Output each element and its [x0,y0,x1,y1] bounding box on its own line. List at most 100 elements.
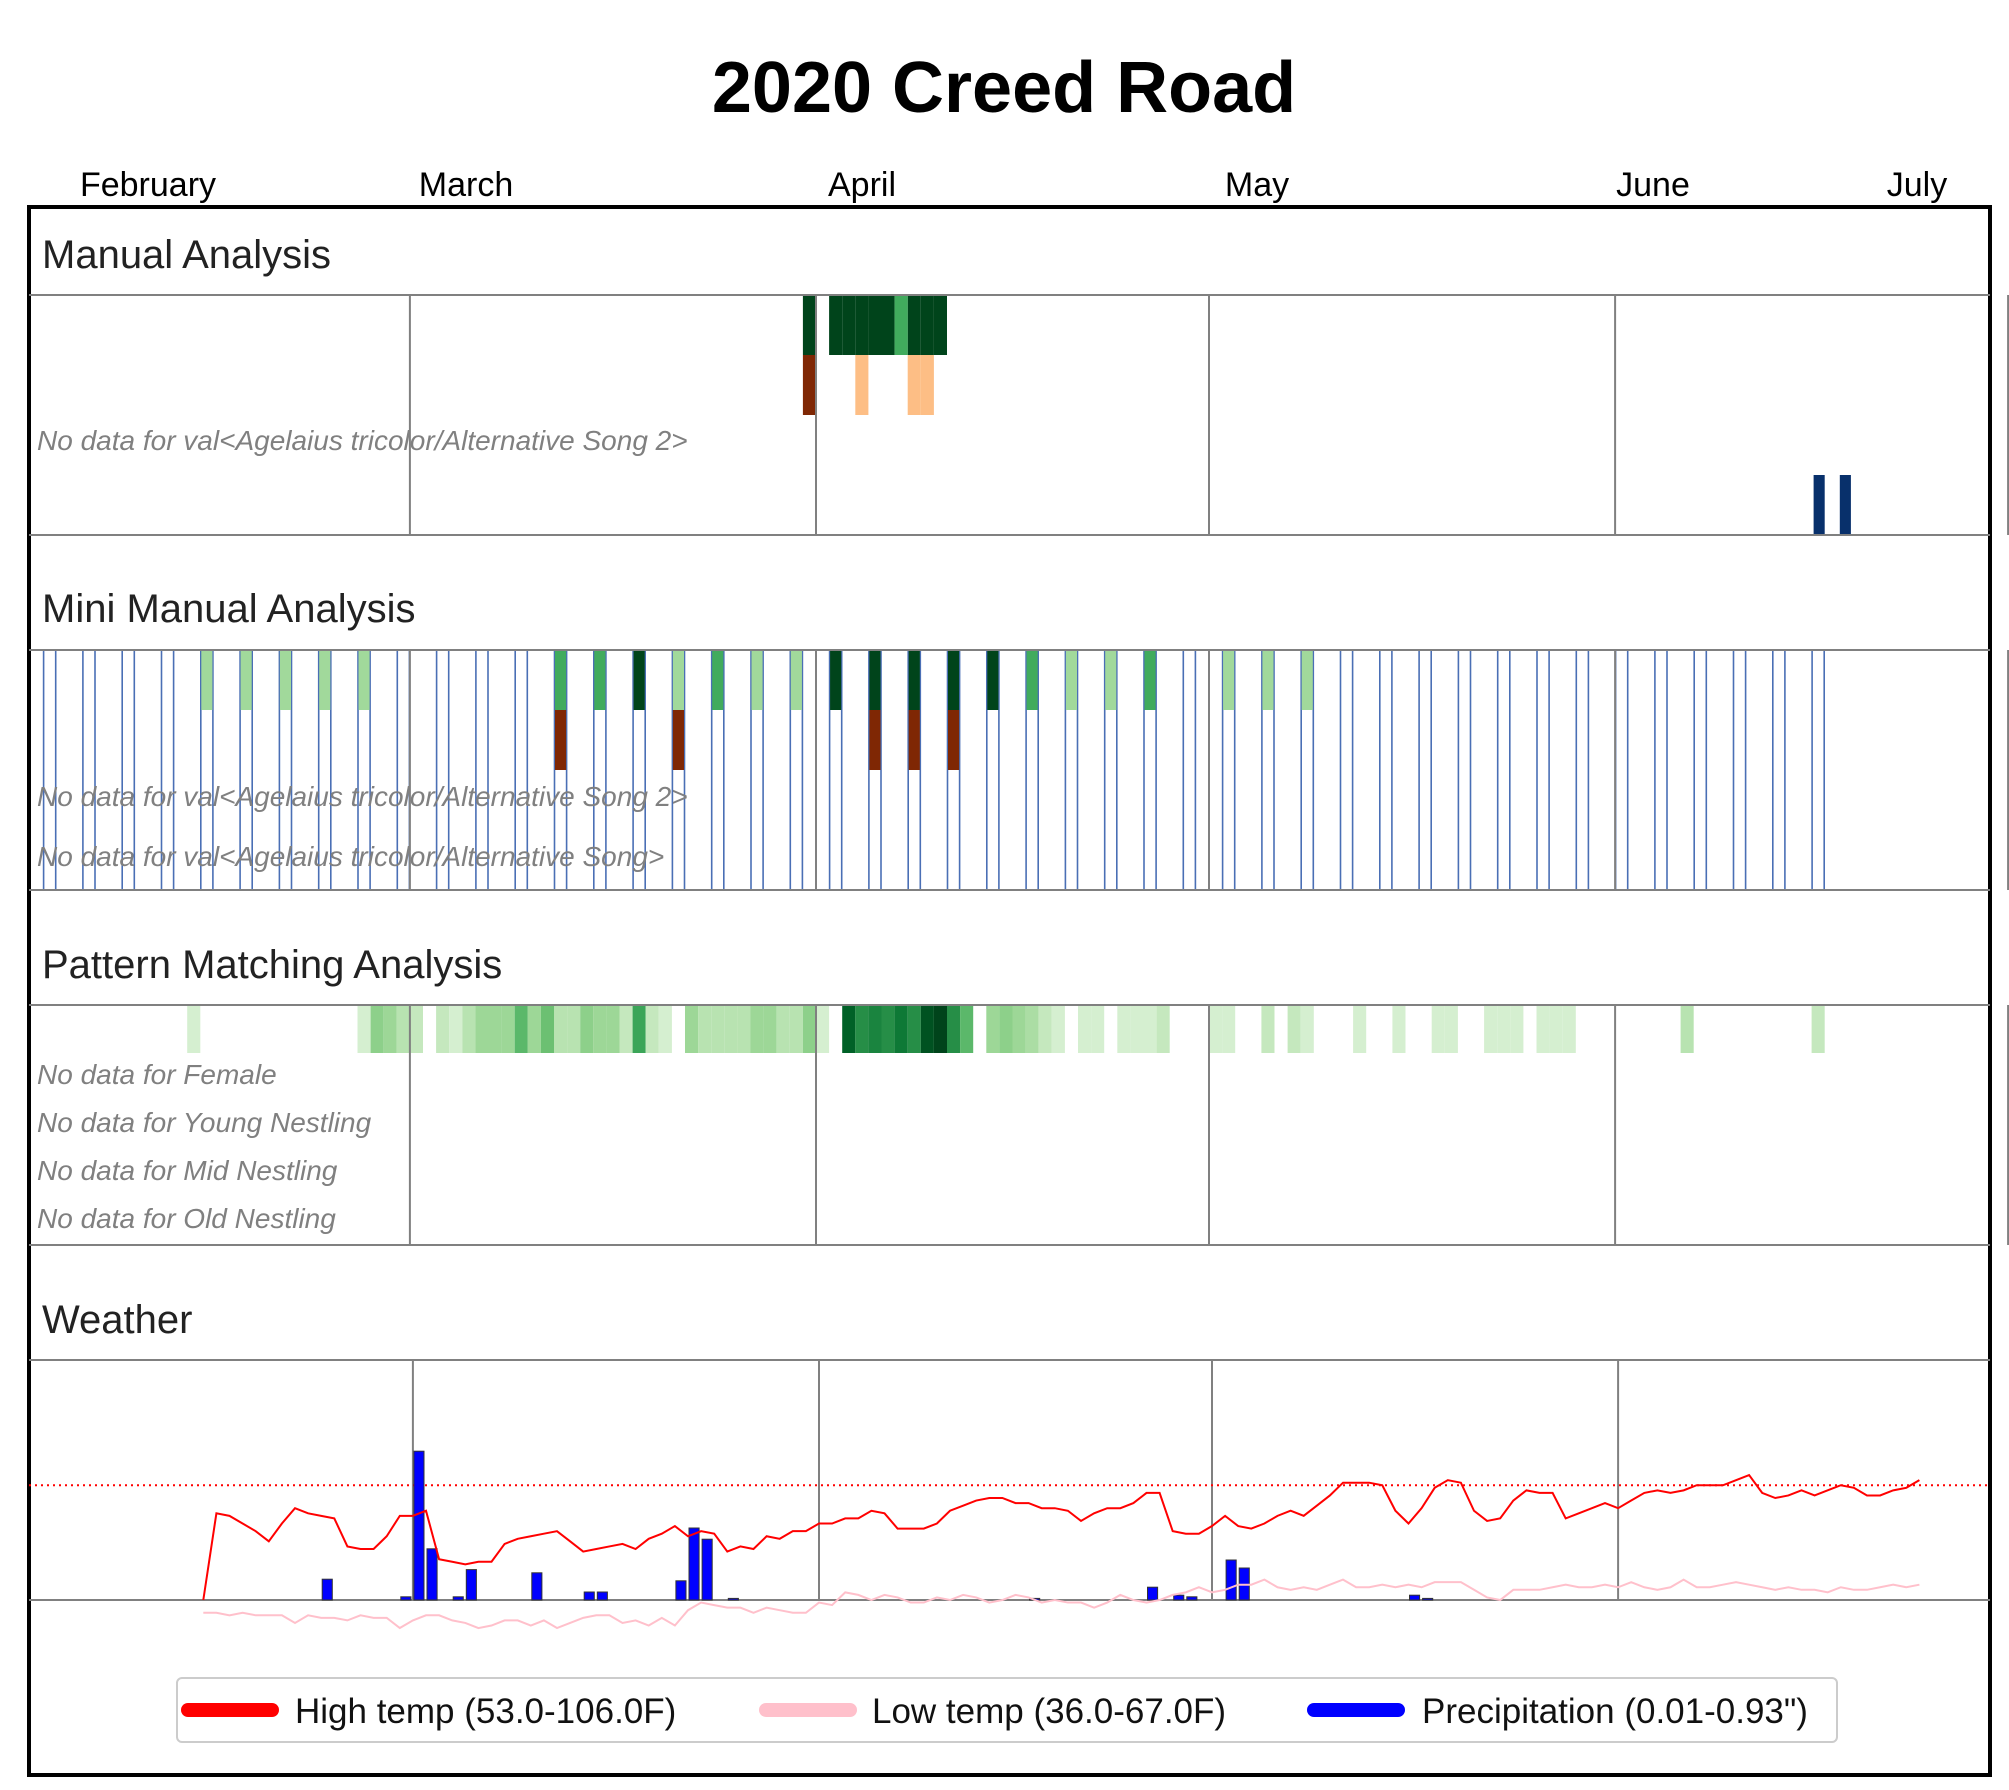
manual-cell-row1 [802,295,816,355]
pattern-cell [802,1005,816,1053]
mini-cell-row1 [948,650,960,710]
pattern-cell [685,1005,699,1053]
precip-bar [413,1450,425,1601]
mini-recording-slot [1614,649,1629,891]
pattern-cell [501,1005,515,1053]
mini-recording-slot [1732,649,1747,891]
pattern-cell [1811,1005,1825,1053]
high-temp-line [202,1473,1920,1601]
pattern-cell [816,1005,830,1053]
mini-recording-slot [1379,649,1393,891]
mini-cell-row1 [555,650,567,710]
pattern-cell [1012,1005,1026,1053]
manual-cell-bottom [1813,475,1825,535]
pattern-cell [619,1005,633,1053]
no-data-note-manual: No data for val<Agelaius tricolor/Altern… [37,425,688,456]
mini-recording-slot [1536,649,1550,891]
manual-cell-row1 [894,295,908,355]
section-title-mini: Mini Manual Analysis [42,587,416,631]
section-title-pattern: Pattern Matching Analysis [42,943,502,987]
pattern-cell [1051,1005,1065,1053]
manual-cell-row2 [855,355,869,415]
mini-cell-row1 [594,650,606,710]
pattern-cell [1300,1005,1314,1053]
pattern-cell [711,1005,725,1053]
pattern-cell [881,1005,895,1053]
manual-cell-row2 [802,355,816,415]
pattern-cell [1680,1005,1694,1053]
precip-bar [1147,1586,1159,1601]
manual-cell-row1 [933,295,947,355]
pattern-cell [1287,1005,1301,1053]
month-label: May [1225,166,1289,204]
no-data-note-mini: No data for val<Agelaius tricolor/Altern… [37,781,688,812]
mini-cell-row2 [555,710,567,770]
mini-cell-row1 [1026,650,1038,710]
mini-recording-slot [1182,649,1197,891]
weather-panel [29,1359,1990,1630]
pattern-cell [645,1005,659,1053]
precip-bar [675,1580,687,1601]
precip-bar [400,1596,412,1601]
pattern-cell [606,1005,620,1053]
pattern-cell [1038,1005,1052,1053]
pattern-cell [1431,1005,1445,1053]
pattern-cell [1562,1005,1576,1053]
pattern-cell [488,1005,502,1053]
pattern-cell [540,1005,554,1053]
mini-cell-row1 [1223,650,1235,710]
mini-recording-slot [1418,649,1432,891]
mini-cell-row1 [1144,650,1156,710]
mini-cell-row2 [672,710,684,770]
pattern-cell [462,1005,476,1053]
pattern-cell [1392,1005,1406,1053]
pattern-cell [1078,1005,1092,1053]
pattern-cell [868,1005,882,1053]
month-label: April [828,166,896,204]
pattern-cell [1025,1005,1039,1053]
precip-bar [583,1591,595,1601]
precip-bar [701,1538,713,1601]
pattern-cell [1143,1005,1157,1053]
pattern-cell [907,1005,921,1053]
precip-bar [1422,1597,1434,1601]
pattern-cell [1091,1005,1105,1053]
precip-bar [531,1572,543,1601]
manual-cell-row1 [855,295,869,355]
mini-cell-row1 [633,650,645,710]
pattern-cell [1117,1005,1131,1053]
pattern-cell [1497,1005,1511,1053]
pattern-cell [187,1005,201,1053]
pattern-cell [1222,1005,1236,1053]
legend-label-low: Low temp (36.0-67.0F) [872,1692,1226,1731]
month-label: June [1616,166,1690,204]
precip-bar [688,1527,700,1601]
manual-cell-row2 [907,355,921,415]
month-label: March [419,166,513,204]
pattern-cell [724,1005,738,1053]
mini-cell-row1 [672,650,684,710]
pattern-cell [789,1005,803,1053]
precip-bar [465,1569,477,1601]
precip-bar [1186,1596,1198,1601]
pattern-cell [1130,1005,1144,1053]
mini-cell-row1 [201,650,213,710]
mini-recording-slot [1654,649,1668,891]
mini-cell-row2 [908,710,920,770]
mini-cell-row1 [1065,650,1077,710]
pattern-cell [933,1005,947,1053]
legend-label-precip: Precipitation (0.01-0.93") [1422,1692,1808,1731]
mini-cell-row1 [830,650,842,710]
legend-label-high: High temp (53.0-106.0F) [295,1692,676,1731]
mini-recording-slot [1496,649,1511,891]
pattern-cell [593,1005,607,1053]
precip-bar [426,1548,438,1601]
pattern-cell [1261,1005,1275,1053]
month-labels: February March April May June July [80,166,1947,204]
month-label: February [80,166,216,204]
mini-cell-row1 [279,650,291,710]
manual-analysis-panel: No data for val<Agelaius tricolor/Altern… [29,294,2009,536]
legend-box [176,1677,1838,1743]
pattern-cell [580,1005,594,1053]
